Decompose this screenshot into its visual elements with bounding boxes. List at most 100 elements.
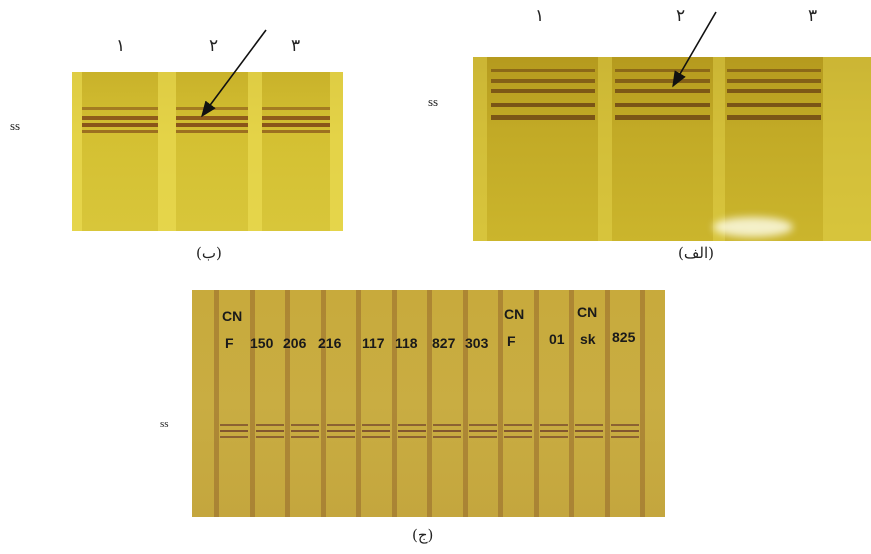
band xyxy=(327,430,355,432)
band xyxy=(362,436,390,438)
lane-label: 303 xyxy=(465,335,488,351)
band xyxy=(469,424,497,426)
lane-divider xyxy=(463,290,468,517)
band xyxy=(615,69,710,72)
lane-gap xyxy=(473,57,487,241)
lane-label: F xyxy=(507,333,516,349)
band xyxy=(575,424,603,426)
lane-label: 216 xyxy=(318,335,341,351)
band xyxy=(398,424,426,426)
band xyxy=(504,424,532,426)
lane-gap xyxy=(713,57,725,241)
side-label: ss xyxy=(428,94,438,110)
lane-label: 825 xyxy=(612,329,635,345)
band xyxy=(291,430,319,432)
lane-label-top: CN xyxy=(577,304,597,320)
band xyxy=(82,130,158,133)
lane-number: ۲ xyxy=(676,6,685,26)
lane-label: 01 xyxy=(549,331,565,347)
band xyxy=(727,115,821,120)
band xyxy=(433,430,461,432)
lane-divider xyxy=(534,290,539,517)
lane-divider xyxy=(569,290,574,517)
band xyxy=(540,430,568,432)
band xyxy=(262,130,330,133)
band xyxy=(504,436,532,438)
lane-divider xyxy=(392,290,397,517)
band xyxy=(469,436,497,438)
band xyxy=(398,436,426,438)
lane-number: ۳ xyxy=(291,36,300,56)
band xyxy=(362,430,390,432)
band xyxy=(256,424,284,426)
band xyxy=(262,123,330,127)
lane-divider xyxy=(285,290,290,517)
lane-gap xyxy=(158,72,176,231)
caption: (الف) xyxy=(678,244,714,262)
band xyxy=(540,436,568,438)
band xyxy=(362,424,390,426)
band xyxy=(291,424,319,426)
band xyxy=(327,424,355,426)
lane-label: 827 xyxy=(432,335,455,351)
band xyxy=(727,69,821,72)
band xyxy=(262,107,330,110)
band xyxy=(176,123,248,127)
band xyxy=(82,123,158,127)
band xyxy=(82,116,158,120)
band xyxy=(615,103,710,107)
glare xyxy=(713,217,793,237)
lane-gap xyxy=(598,57,612,241)
band xyxy=(433,424,461,426)
side-label: ss xyxy=(160,418,169,430)
band xyxy=(615,115,710,120)
band xyxy=(727,89,821,93)
lane-divider xyxy=(356,290,361,517)
lane-label: sk xyxy=(580,331,596,347)
band xyxy=(262,116,330,120)
band xyxy=(220,430,248,432)
lane-label: 118 xyxy=(395,335,418,351)
band xyxy=(176,116,248,120)
band xyxy=(220,424,248,426)
lane-label: 206 xyxy=(283,335,306,351)
band xyxy=(491,89,595,93)
lane-gap xyxy=(248,72,262,231)
band xyxy=(491,115,595,120)
caption: (ب) xyxy=(196,244,222,262)
band xyxy=(82,107,158,110)
band xyxy=(469,430,497,432)
band xyxy=(256,436,284,438)
lane-number: ۱ xyxy=(116,36,125,56)
band xyxy=(433,436,461,438)
lane-divider xyxy=(498,290,503,517)
page: {"panels": [ {"caption": "(ب)", "side_la… xyxy=(0,0,871,554)
band xyxy=(220,436,248,438)
band xyxy=(256,430,284,432)
band xyxy=(575,436,603,438)
band xyxy=(398,430,426,432)
lane-label-top: CN xyxy=(504,306,524,322)
band xyxy=(540,424,568,426)
band xyxy=(291,436,319,438)
band xyxy=(615,89,710,93)
lane-gap xyxy=(72,72,82,231)
band xyxy=(176,130,248,133)
gel-image xyxy=(72,72,343,231)
band xyxy=(611,424,639,426)
lane-divider xyxy=(640,290,645,517)
band xyxy=(491,103,595,107)
gel-image xyxy=(192,290,665,517)
gel-image xyxy=(473,57,871,241)
lane-divider xyxy=(214,290,219,517)
lane-number: ۲ xyxy=(209,36,218,56)
lane-gap xyxy=(823,57,871,241)
lane-divider xyxy=(427,290,432,517)
lane-number: ۱ xyxy=(535,6,544,26)
lane-label: F xyxy=(225,335,234,351)
lane-divider xyxy=(605,290,610,517)
side-label: ss xyxy=(10,118,20,134)
lane-label-top: CN xyxy=(222,308,242,324)
band xyxy=(727,103,821,107)
band xyxy=(176,107,248,110)
